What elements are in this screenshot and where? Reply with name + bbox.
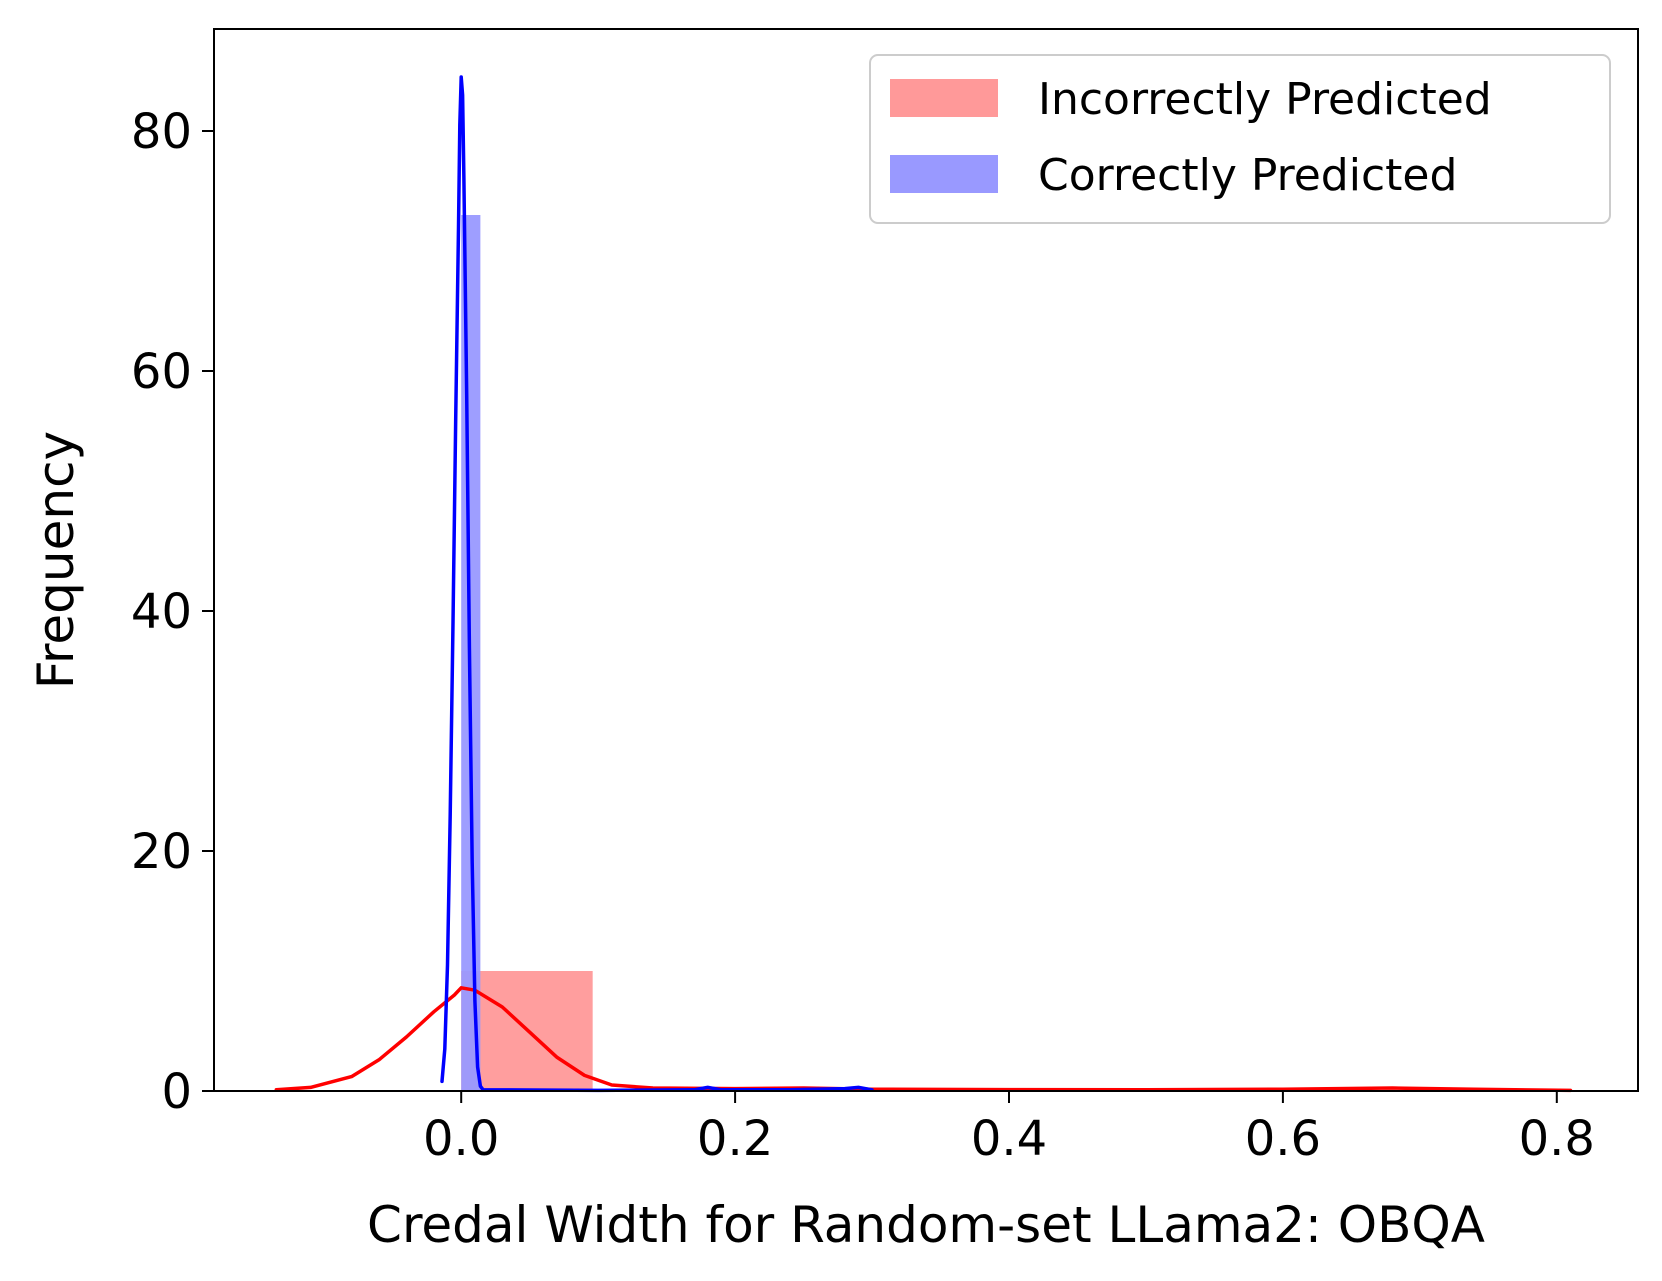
legend: Incorrectly Predicted Correctly Predicte… <box>869 54 1611 224</box>
legend-box <box>869 54 1611 224</box>
kde-line-correct <box>440 75 874 1093</box>
x-tick-label: 0.6 <box>1245 1111 1321 1167</box>
legend-label-correct: Correctly Predicted <box>1038 150 1457 201</box>
legend-swatch-incorrect <box>890 79 998 117</box>
legend-swatch-correct <box>890 155 998 193</box>
x-tick-label: 0.2 <box>697 1111 773 1167</box>
legend-label-incorrect: Incorrectly Predicted <box>1038 74 1492 125</box>
kde-lines-layer <box>274 75 1573 1093</box>
y-tick-label: 40 <box>131 584 192 640</box>
y-tick-label: 20 <box>131 824 192 880</box>
x-tick-label: 0.4 <box>971 1111 1047 1167</box>
kde-line-incorrect <box>274 986 1573 1093</box>
y-tick-label: 80 <box>131 104 192 160</box>
y-tick-label: 0 <box>161 1064 192 1120</box>
plot-frame <box>213 28 1639 1092</box>
x-tick-label: 0.0 <box>423 1111 499 1167</box>
x-axis-label: Credal Width for Random-set LLama2: OBQA <box>367 1196 1485 1254</box>
x-tick-label: 0.8 <box>1519 1111 1595 1167</box>
bars-layer <box>461 215 593 1091</box>
y-axis-ticks: 0 20 40 60 80 <box>131 104 214 1120</box>
y-tick-label: 60 <box>131 344 192 400</box>
y-axis-label: Frequency <box>27 431 85 689</box>
x-axis-ticks: 0.0 0.2 0.4 0.6 0.8 <box>423 1091 1595 1167</box>
